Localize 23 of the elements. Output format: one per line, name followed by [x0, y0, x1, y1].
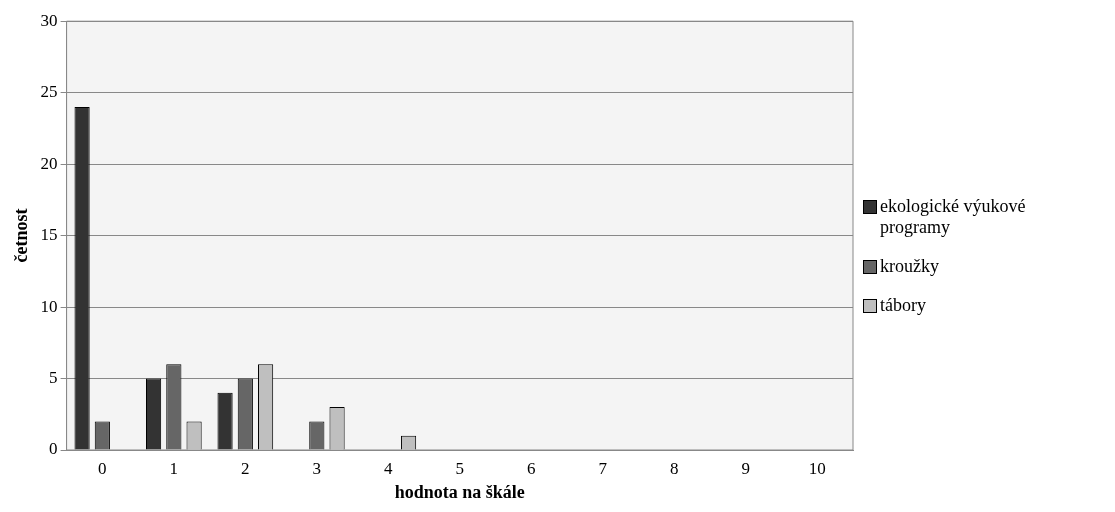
x-tick-label: 10 — [808, 458, 826, 478]
x-axis-title: hodnota na škále — [394, 481, 525, 502]
x-tick-label: 6 — [527, 458, 536, 478]
x-tick-label: 5 — [455, 458, 465, 478]
x-tick-label: 0 — [98, 458, 107, 478]
y-tick-label: 10 — [40, 296, 58, 316]
y-tick-label: 0 — [49, 439, 58, 459]
legend-label: tábory — [880, 295, 926, 316]
x-tick-label: 8 — [670, 458, 679, 478]
x-tick-label: 4 — [384, 458, 394, 478]
x-tick-label: 3 — [312, 458, 322, 478]
y-tick-label: 20 — [40, 153, 58, 173]
legend-label: ekologické výukové programy — [880, 196, 1027, 238]
y-tick-label: 25 — [40, 82, 58, 102]
x-tick-label: 9 — [741, 458, 751, 478]
y-tick-label: 30 — [40, 10, 58, 30]
y-tick-label: 15 — [40, 225, 58, 245]
x-tick-label: 7 — [598, 458, 608, 478]
y-tick-label: 5 — [49, 368, 58, 387]
x-tick-label: 1 — [169, 458, 179, 478]
legend-label: kroužky — [880, 256, 939, 277]
x-tick-label: 2 — [241, 458, 250, 478]
y-axis-title: četnost — [11, 208, 32, 263]
